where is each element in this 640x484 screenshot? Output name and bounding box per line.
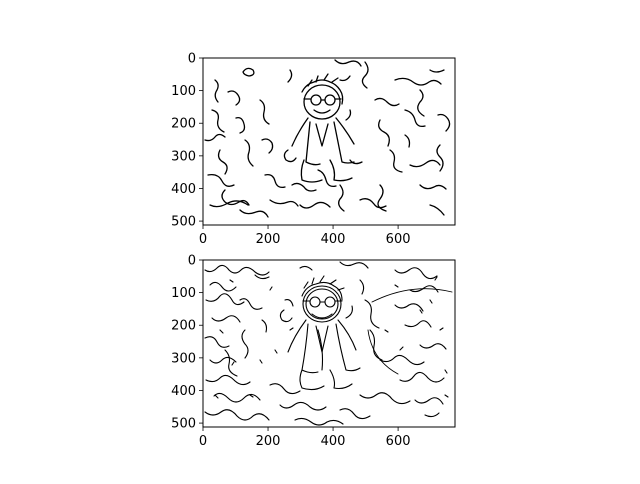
bottom-y-tick-label: 500	[171, 417, 196, 432]
bottom-edge-image	[204, 261, 453, 426]
top-y-tick-label: 200	[171, 117, 196, 132]
top-axis-ticks: 0 200 400 600 0 100 200 300 400 500	[171, 52, 410, 248]
bottom-y-tick-label: 400	[171, 384, 196, 399]
bottom-x-tick-label: 200	[256, 434, 281, 449]
top-x-tick-label: 200	[256, 232, 281, 247]
top-x-tick-label: 0	[199, 232, 207, 247]
bottom-x-tick-label: 0	[199, 434, 207, 449]
top-axes-frame	[202, 57, 456, 226]
bottom-y-tick-label: 300	[171, 351, 196, 366]
top-y-tick-label: 100	[171, 84, 196, 99]
bottom-y-tick-label: 100	[171, 286, 196, 301]
bottom-edge-image-panel: 0 200 400 600 0 100 200 300 400 500	[171, 254, 456, 450]
top-edge-image	[204, 59, 451, 218]
top-x-tick-label: 600	[386, 232, 411, 247]
bottom-y-tick-label: 200	[171, 319, 196, 334]
top-y-tick-label: 0	[188, 52, 196, 67]
bottom-y-tick-label: 0	[188, 254, 196, 269]
top-y-tick-label: 400	[171, 182, 196, 197]
top-y-tick-label: 500	[171, 215, 196, 230]
top-axes-background	[203, 58, 455, 225]
bottom-x-tick-label: 400	[321, 434, 346, 449]
top-y-tick-label: 300	[171, 149, 196, 164]
top-x-tick-label: 400	[321, 232, 346, 247]
bottom-axis-ticks: 0 200 400 600 0 100 200 300 400 500	[171, 254, 410, 450]
bottom-axes-frame	[202, 259, 456, 428]
bottom-x-tick-label: 600	[386, 434, 411, 449]
top-edge-image-panel: 0 200 400 600 0 100 200 300 400 500	[171, 52, 456, 248]
